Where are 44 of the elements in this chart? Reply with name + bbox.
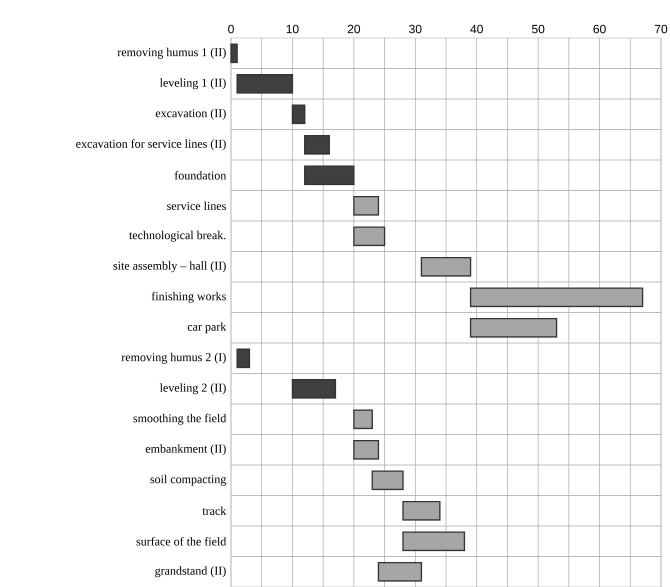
x-tick-label: 0 [228, 24, 234, 34]
bar [378, 562, 422, 582]
x-tick-label: 70 [654, 24, 668, 34]
bar [402, 500, 441, 521]
bar [236, 74, 294, 94]
bar [304, 165, 355, 186]
y-tick-label: removing humus 1 (II) [118, 48, 226, 59]
x-tick-label: 40 [470, 24, 483, 34]
y-tick-label: technological break. [129, 230, 226, 242]
bar [292, 104, 306, 124]
y-tick-label: excavation for service lines (II) [76, 139, 226, 150]
y-tick-label: excavation (II) [156, 108, 226, 120]
y-tick-label: foundation [174, 170, 226, 180]
y-tick-label: grandstand (II) [155, 566, 226, 578]
bar [353, 409, 373, 430]
y-tick-label: site assembly – hall (II) [113, 261, 226, 272]
x-tick-label: 10 [286, 24, 299, 34]
bar [230, 43, 238, 64]
bar [304, 134, 330, 155]
x-tick-label: 60 [594, 24, 606, 34]
y-tick-label: embankment (II) [146, 444, 226, 456]
y-tick-label: leveling 1 (II) [160, 78, 226, 90]
x-tick-label: 20 [348, 24, 360, 34]
y-tick-label: soil compacting [150, 474, 226, 486]
bar [402, 531, 466, 552]
bar [236, 348, 250, 368]
y-tick-label: smoothing the field [133, 414, 226, 425]
bar [372, 470, 404, 490]
y-tick-label: surface of the field [136, 536, 226, 546]
bar [470, 287, 644, 308]
y-tick-label: leveling 2 (II) [160, 383, 226, 394]
y-tick-label: car park [188, 322, 226, 334]
x-tick-label: 30 [409, 24, 422, 34]
y-tick-label: track [202, 506, 226, 515]
bar [353, 226, 386, 246]
y-tick-label: removing humus 2 (I) [122, 352, 226, 364]
x-tick-label: 50 [532, 24, 544, 34]
bar [470, 318, 558, 338]
bar [292, 378, 336, 399]
y-tick-label: service lines [167, 202, 226, 210]
bar [353, 196, 380, 216]
bar [353, 440, 380, 460]
y-tick-label: finishing works [152, 292, 226, 303]
bar [420, 256, 472, 277]
